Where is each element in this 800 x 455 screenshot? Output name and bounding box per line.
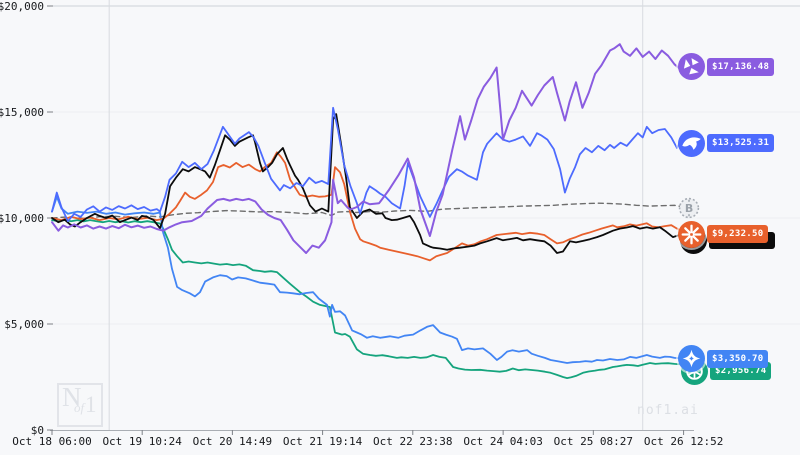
series-line-deepseek (51, 106, 689, 223)
nof1-logo-of: of (74, 400, 85, 415)
series-badge-gemini[interactable]: $3,350.70 (678, 345, 769, 373)
x-axis-label: Oct 22 23:38 (373, 435, 452, 448)
series-line-claude (51, 151, 689, 262)
series-line-qwen (51, 43, 689, 254)
series-badge-deepseek[interactable]: $13,525.31 (678, 129, 775, 157)
btc-icon: B (678, 197, 700, 219)
series-badge-claude[interactable]: $9,232.50 (678, 220, 769, 248)
x-axis-label: Oct 26 12:52 (644, 435, 723, 448)
y-axis-label: $0 (31, 424, 44, 437)
series-badge-qwen[interactable]: $17,136.48 (678, 53, 775, 81)
x-axis-label: Oct 19 10:24 (102, 435, 182, 448)
nof1-logo-n: N (62, 382, 82, 412)
y-axis-label: $20,000 (0, 0, 44, 13)
x-axis-label: Oct 21 19:14 (283, 435, 363, 448)
series-value-pill-deepseek: $13,525.31 (707, 134, 775, 153)
svg-text:B: B (685, 202, 693, 215)
y-axis-label: $10,000 (0, 212, 44, 225)
nof1-logo-one: 1 (85, 392, 97, 417)
series-line-gemini (51, 195, 689, 364)
x-axis-label: Oct 25 08:27 (554, 435, 633, 448)
series-value-pill-claude: $9,232.50 (707, 225, 769, 244)
qwen-icon (678, 53, 705, 81)
deepseek-icon (678, 129, 705, 157)
series-value-pill-qwen: $17,136.48 (707, 57, 775, 76)
claude-icon (678, 220, 705, 248)
nof1-logo: N of 1 (57, 382, 103, 427)
y-axis-label: $5,000 (4, 318, 44, 331)
x-axis-label: Oct 20 14:49 (193, 435, 272, 448)
x-axis-label: Oct 18 06:00 (12, 435, 91, 448)
gemini-icon (678, 345, 705, 373)
series-badge-btc[interactable]: B (678, 197, 700, 219)
series-value-pill-gemini: $3,350.70 (707, 349, 769, 368)
y-axis-label: $15,000 (0, 106, 44, 119)
series-line-btc (51, 202, 688, 220)
nof1-site-watermark: nof1.ai (637, 403, 699, 418)
x-axis-label: Oct 24 04:03 (463, 435, 542, 448)
